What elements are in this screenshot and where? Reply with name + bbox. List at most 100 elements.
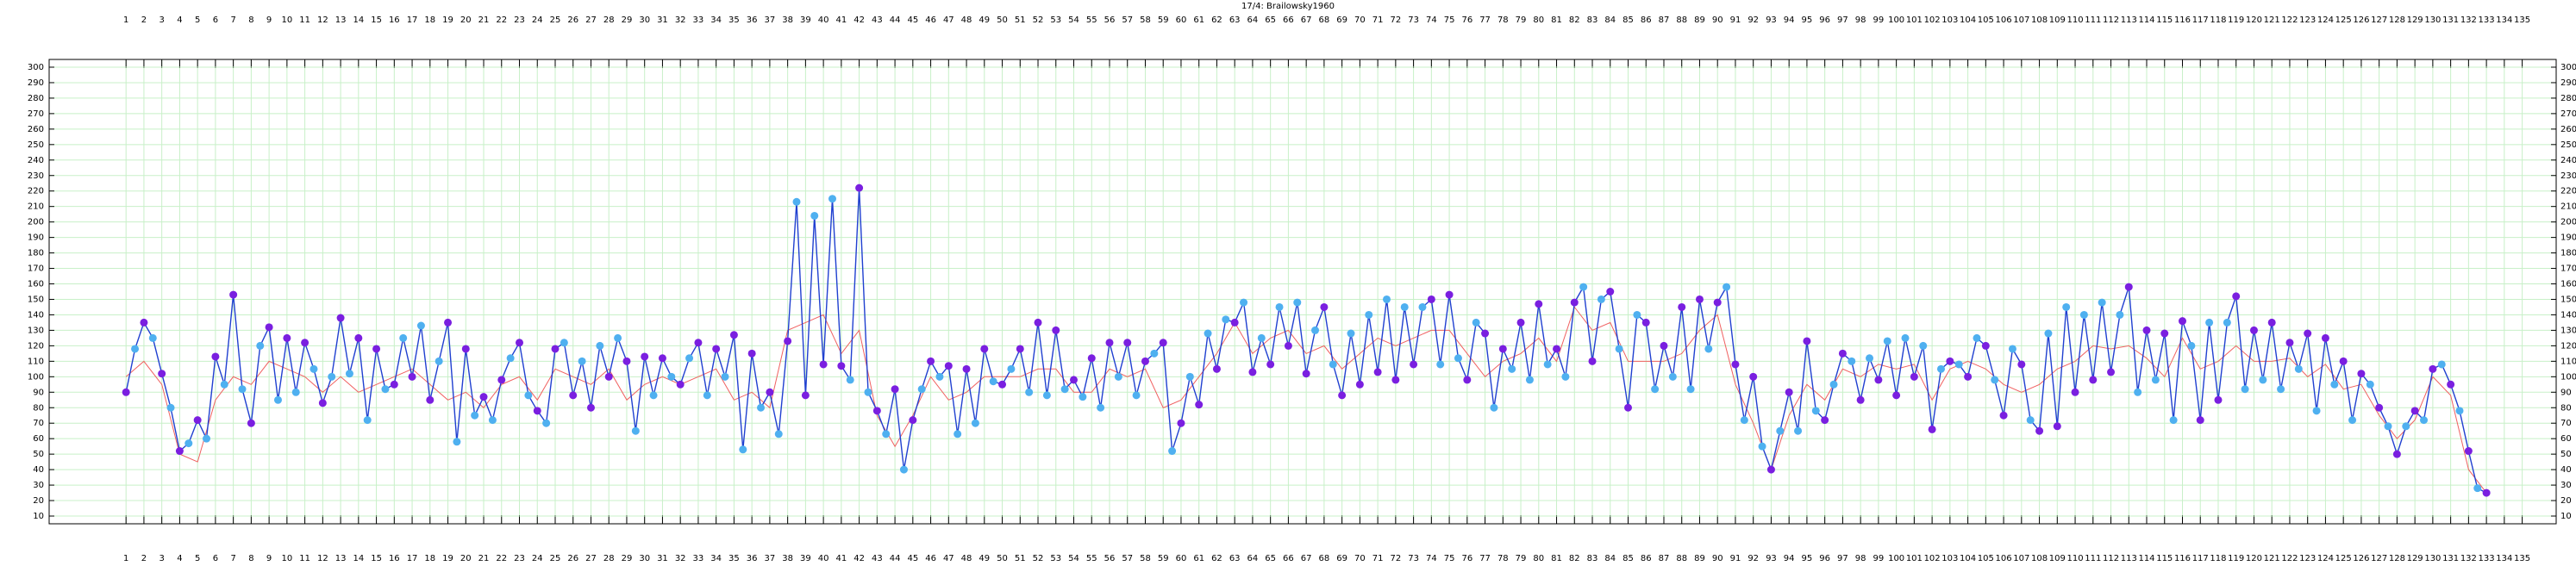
y-tick-label: 40 [2560,465,2572,475]
data-point [2241,385,2249,394]
x-tick-label: 43 [872,16,883,25]
x-tick-label: 51 [1015,554,1026,563]
y-tick-label: 70 [33,419,44,428]
data-point [524,391,533,400]
data-point [1660,341,1668,350]
x-tick-label: 94 [1784,554,1795,563]
x-tick-label: 35 [728,554,740,563]
x-tick-label: 103 [1941,554,1958,563]
x-tick-label: 23 [514,16,525,25]
x-tick-label: 97 [1837,554,1848,563]
data-point [542,419,551,427]
data-point [479,393,488,401]
data-point [1410,360,1418,369]
y-tick-label: 290 [28,78,44,88]
data-point [1079,393,1087,401]
data-point [1490,403,1498,412]
x-tick-label: 14 [353,554,364,563]
data-point [1624,403,1633,412]
data-point [2267,318,2276,327]
x-tick-label: 126 [2353,554,2369,563]
x-tick-label: 44 [890,554,901,563]
y-tick-label: 160 [28,280,44,289]
x-tick-label: 127 [2371,16,2387,25]
data-point [1266,360,1275,369]
y-tick-label: 170 [2560,264,2576,274]
x-tick-label: 50 [997,554,1008,563]
x-tick-label: 92 [1748,16,1759,25]
x-tick-label: 65 [1265,554,1276,563]
data-point [2294,364,2303,373]
data-point [1472,318,1480,327]
x-tick-label: 128 [2389,16,2405,25]
data-point [1293,298,1302,307]
y-tick-label: 30 [2560,481,2572,490]
data-point [1168,447,1177,456]
data-point [416,321,425,330]
x-tick-label: 8 [248,16,253,25]
data-point [318,399,327,407]
data-point [1436,360,1445,369]
x-tick-label: 3 [159,554,164,563]
data-point [2026,416,2035,425]
y-tick-label: 100 [2560,372,2576,382]
x-tick-label: 74 [1426,16,1437,25]
data-point [784,337,792,345]
x-tick-label: 31 [657,554,668,563]
data-point [1087,354,1096,363]
x-tick-label: 87 [1659,16,1670,25]
data-point [1758,442,1766,451]
x-tick-label: 24 [532,554,543,563]
data-point [283,333,291,342]
x-tick-label: 84 [1604,554,1616,563]
x-tick-label: 8 [248,554,253,563]
data-point [1097,403,1105,412]
x-tick-label: 27 [585,16,597,25]
x-tick-label: 94 [1784,16,1795,25]
x-tick-label: 119 [2228,554,2244,563]
x-tick-label: 85 [1623,554,1634,563]
x-tick-label: 7 [230,554,235,563]
x-tick-label: 27 [585,554,597,563]
x-tick-label: 134 [2496,554,2512,563]
data-point [408,372,416,381]
x-tick-label: 28 [603,554,615,563]
y-tick-label: 110 [2560,357,2576,366]
data-point [211,352,220,361]
x-tick-label: 96 [1819,16,1830,25]
data-point [2437,360,2446,369]
x-tick-label: 76 [1461,554,1472,563]
x-tick-label: 32 [675,554,686,563]
data-point [256,341,265,350]
x-tick-label: 28 [603,16,615,25]
x-tick-label: 120 [2246,554,2262,563]
x-tick-label: 57 [1122,16,1133,25]
data-point [1981,341,1990,350]
data-point [757,403,766,412]
x-tick-label: 59 [1158,554,1169,563]
data-point [336,314,345,322]
data-point [2017,360,2026,369]
data-point [1749,372,1758,381]
x-tick-label: 3 [159,16,164,25]
data-point [1597,295,1605,303]
data-point [676,380,685,389]
data-point [2429,364,2437,373]
data-point [962,364,971,373]
x-tick-label: 52 [1033,554,1044,563]
data-point [345,370,353,378]
data-point [2402,422,2410,431]
data-point [1695,295,1704,303]
y-tick-label: 150 [28,295,44,304]
data-point [1445,290,1454,299]
data-point [1678,302,1686,311]
x-tick-label: 123 [2299,554,2316,563]
data-point [1034,318,1042,327]
data-point [2366,380,2374,389]
data-point [1919,341,1928,350]
data-point [2196,416,2204,425]
x-tick-label: 21 [478,554,490,563]
data-point [1185,372,1194,381]
data-point [1829,380,1838,389]
data-point [1132,391,1141,400]
